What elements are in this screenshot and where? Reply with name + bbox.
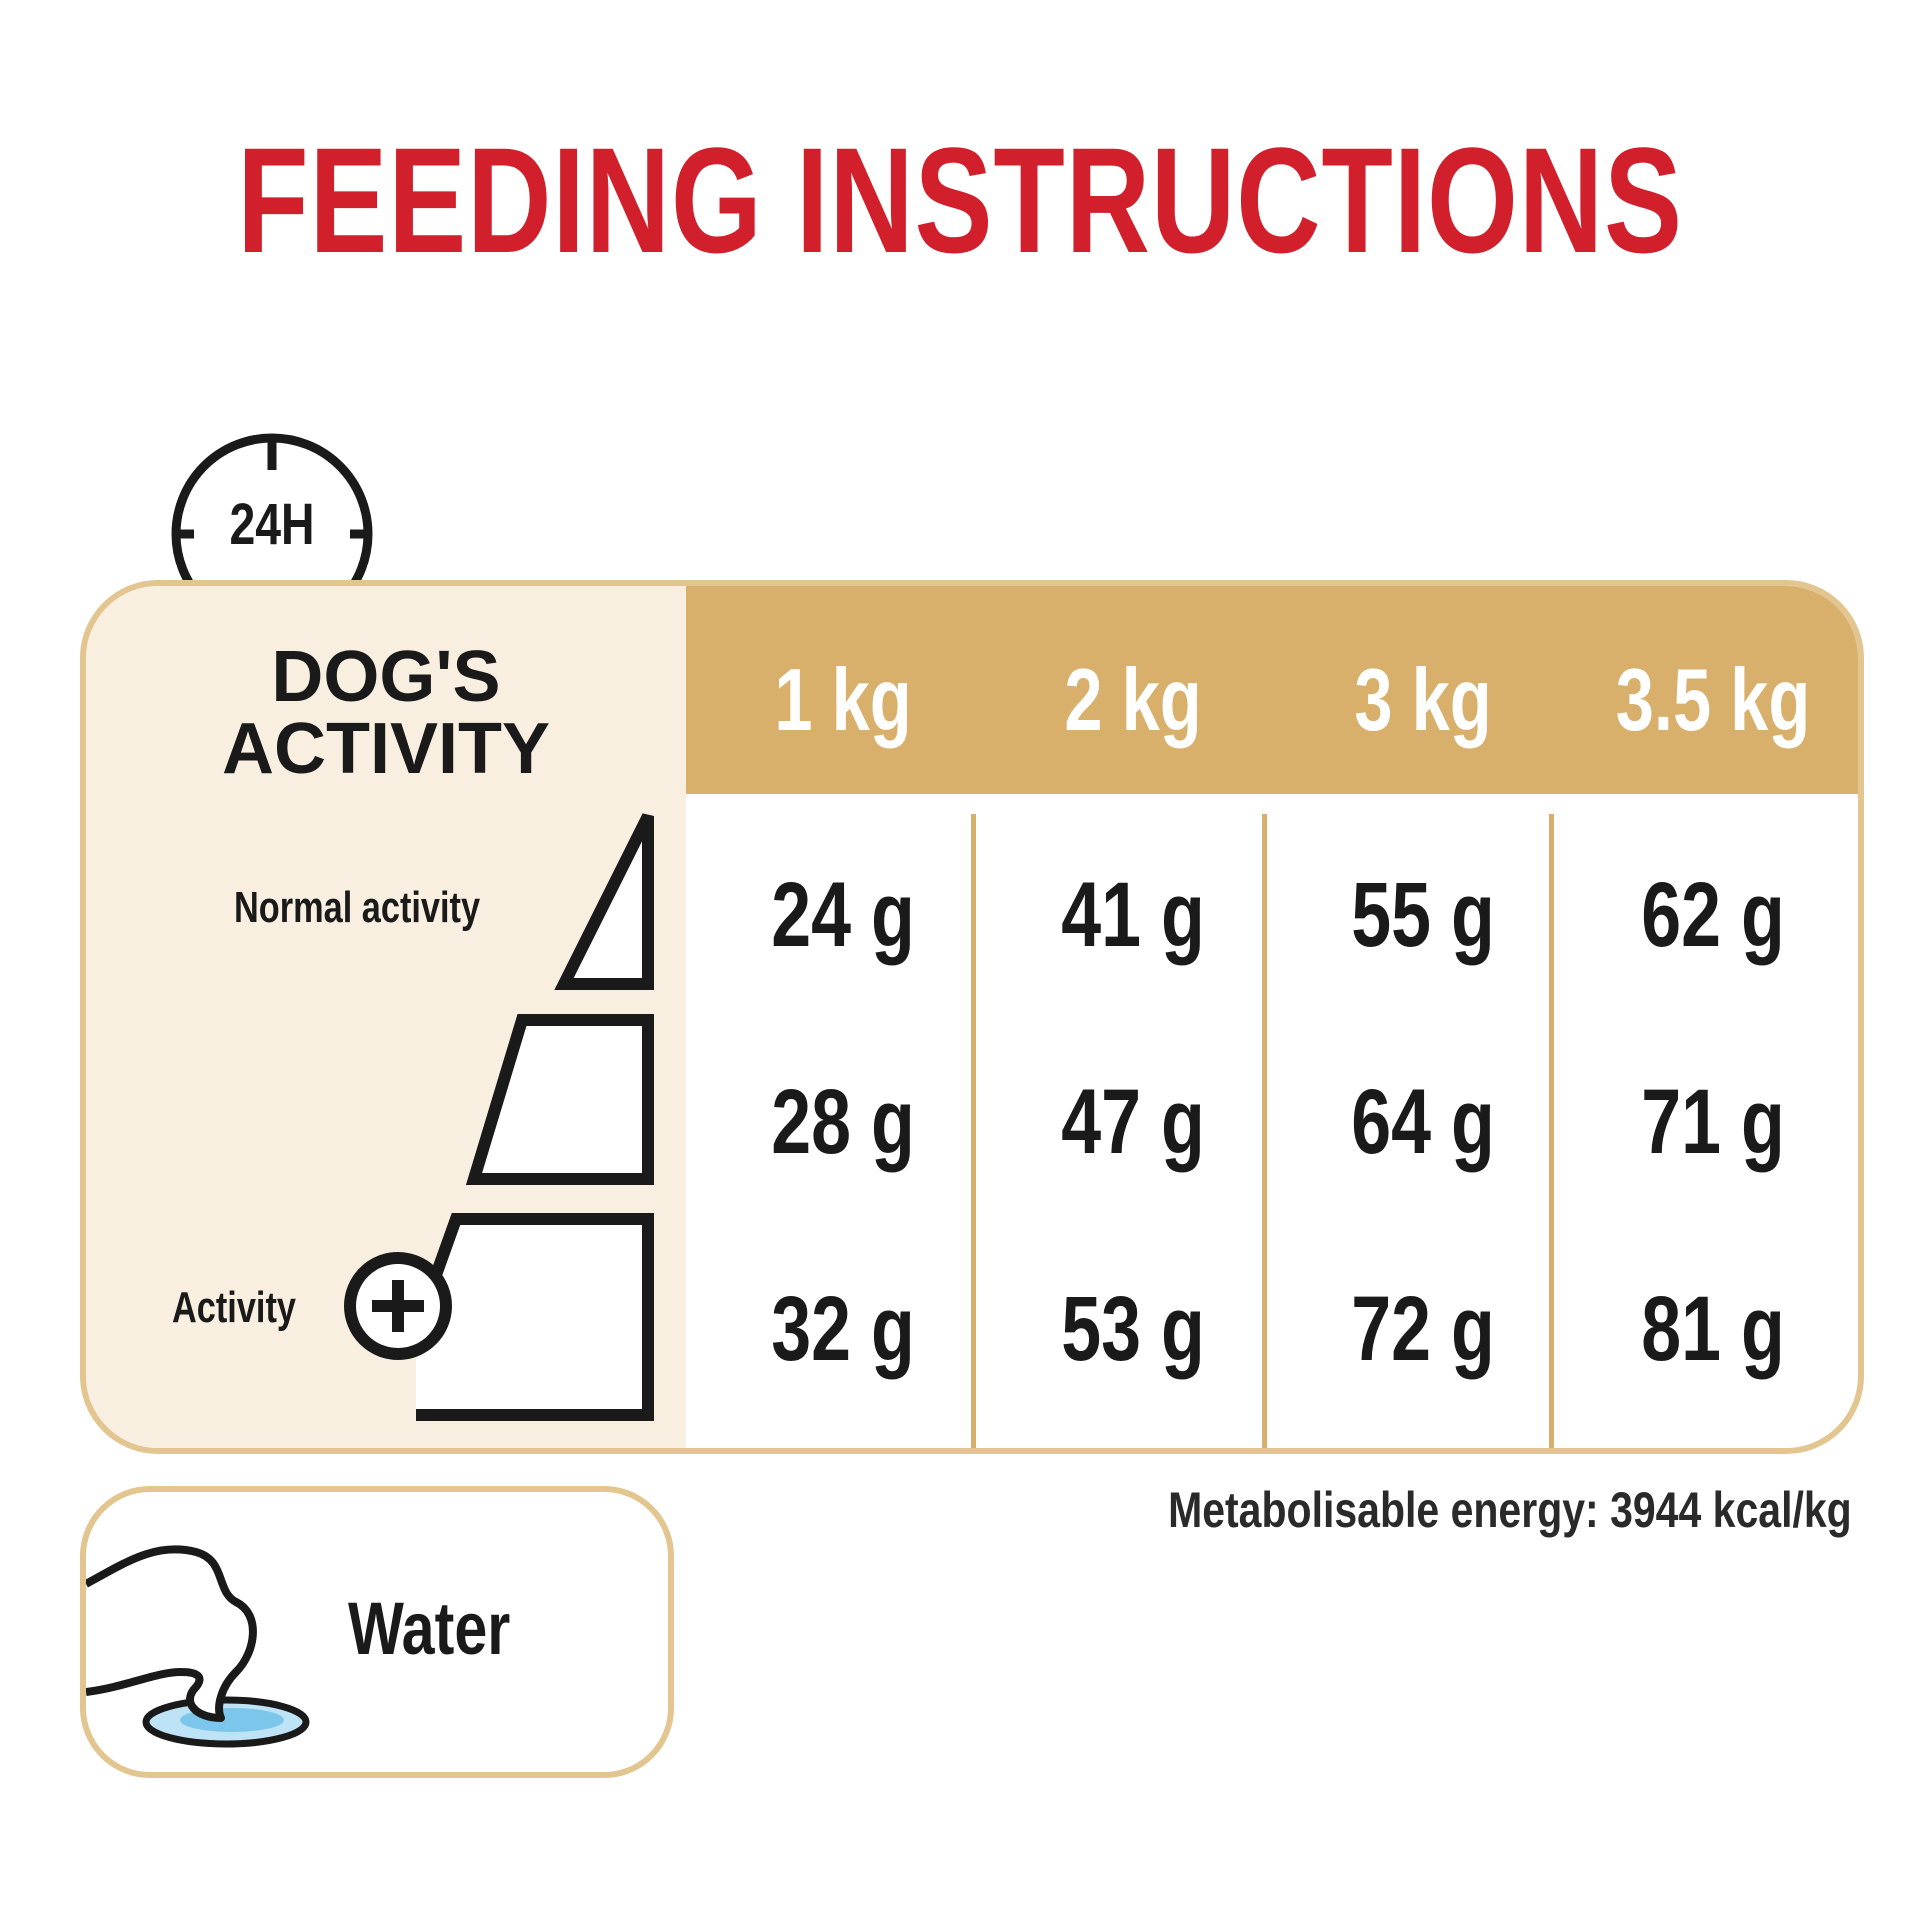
- column-divider: [1549, 814, 1554, 1448]
- weight-header-band: [686, 586, 1858, 794]
- table-cell: 55 g: [1351, 864, 1495, 966]
- dog-drinking-water-icon: [86, 1545, 310, 1748]
- feeding-table: DOG'S ACTIVITY 1 kg 2 kg 3 kg 3.5 kg Nor…: [80, 580, 1864, 1454]
- weight-header-4: 3.5 kg: [1615, 650, 1811, 749]
- table-cell: 24 g: [771, 864, 915, 966]
- plus-circle-icon: [344, 1252, 452, 1360]
- activity-column-header: DOG'S ACTIVITY: [196, 641, 576, 785]
- activity-title-line: DOG'S ACTIVITY: [221, 637, 550, 789]
- clock-label: 24H: [229, 492, 315, 557]
- water-label: Water: [348, 1587, 511, 1670]
- table-cell: 72 g: [1351, 1278, 1495, 1380]
- weight-header-2: 2 kg: [1064, 650, 1202, 749]
- column-divider: [971, 814, 976, 1448]
- activity-level-ramp-icon: [416, 813, 654, 1421]
- weight-header-3: 3 kg: [1354, 650, 1492, 749]
- weight-header-1: 1 kg: [774, 650, 912, 749]
- row-label-activity: Activity: [172, 1283, 296, 1332]
- table-cell: 62 g: [1641, 864, 1785, 966]
- column-divider: [1262, 814, 1267, 1448]
- table-cell: 28 g: [771, 1071, 915, 1173]
- table-cell: 47 g: [1061, 1071, 1205, 1173]
- energy-note: Metabolisable energy: 3944 kcal/kg: [1168, 1482, 1852, 1538]
- row-label-normal-activity: Normal activity: [234, 883, 481, 932]
- table-cell: 41 g: [1061, 864, 1205, 966]
- table-cell: 53 g: [1061, 1278, 1205, 1380]
- water-card: Water: [80, 1486, 674, 1778]
- table-cell: 32 g: [771, 1278, 915, 1380]
- table-cell: 81 g: [1641, 1278, 1785, 1380]
- page-title: FEEDING INSTRUCTIONS: [237, 116, 1683, 284]
- table-cell: 64 g: [1351, 1071, 1495, 1173]
- table-cell: 71 g: [1641, 1071, 1785, 1173]
